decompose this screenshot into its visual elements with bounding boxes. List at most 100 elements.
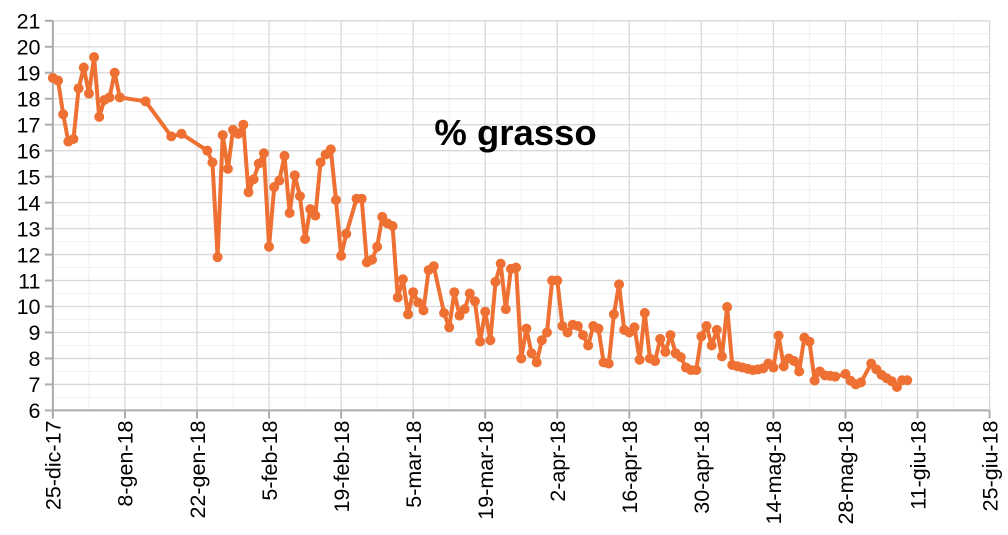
y-axis-label: 17 — [17, 113, 41, 137]
data-point-marker — [114, 92, 125, 103]
data-point-marker — [778, 361, 789, 372]
y-axis-label: 19 — [17, 61, 41, 85]
x-axis-label: 30-apr-18 — [690, 420, 714, 513]
data-point-marker — [372, 241, 383, 252]
data-point-marker — [330, 195, 341, 206]
x-axis-label: 25-dic-17 — [42, 421, 66, 511]
data-point-marker — [711, 324, 722, 335]
data-point-marker — [634, 354, 645, 365]
data-point-marker — [444, 322, 455, 333]
data-point-marker — [243, 187, 254, 198]
data-point-marker — [485, 335, 496, 346]
data-point-marker — [459, 304, 470, 315]
data-point-marker — [691, 365, 702, 376]
data-point-marker — [233, 128, 244, 139]
y-axis-label: 13 — [17, 217, 41, 241]
data-point-marker — [289, 170, 300, 181]
y-axis-label: 9 — [29, 321, 41, 345]
y-axis-label: 20 — [17, 36, 41, 60]
y-axis-label: 15 — [17, 165, 41, 189]
data-point-marker — [207, 157, 218, 168]
data-point-marker — [614, 279, 625, 290]
data-point-marker — [300, 233, 311, 244]
y-axis-label: 8 — [29, 347, 41, 371]
data-point-marker — [603, 358, 614, 369]
data-point-marker — [809, 375, 820, 386]
data-point-marker — [341, 228, 352, 239]
data-point-marker — [356, 193, 367, 204]
data-point-marker — [336, 250, 347, 261]
data-point-marker — [279, 150, 290, 161]
minor-gridlines — [52, 20, 990, 411]
chart-title: % grasso — [434, 112, 596, 153]
data-point-marker — [68, 133, 79, 144]
data-point-marker — [696, 331, 707, 342]
y-axis-label: 14 — [17, 191, 41, 215]
data-point-marker — [238, 119, 249, 130]
data-point-marker — [650, 356, 661, 367]
data-point-marker — [449, 287, 460, 298]
data-point-marker — [109, 67, 120, 78]
data-point-marker — [639, 308, 650, 318]
data-point-marker — [83, 88, 94, 99]
x-axis-label: 14-mag-18 — [762, 420, 786, 524]
data-point-marker — [768, 362, 779, 373]
data-point-marker — [176, 128, 187, 139]
data-point-marker — [53, 75, 64, 86]
data-point-marker — [675, 352, 686, 363]
data-point-marker — [73, 83, 84, 94]
data-point-marker — [495, 258, 506, 269]
data-point-marker — [716, 351, 727, 362]
data-point-marker — [475, 336, 486, 347]
data-point-marker — [526, 348, 537, 359]
x-axis-label: 8-gen-18 — [114, 420, 138, 506]
axes — [44, 19, 991, 419]
data-point-marker — [552, 275, 563, 286]
y-axis-label: 6 — [29, 399, 41, 423]
x-axis-label: 16-apr-18 — [618, 420, 642, 513]
data-point-marker — [608, 309, 619, 320]
data-point-marker — [202, 145, 213, 156]
data-point-marker — [480, 306, 491, 317]
data-point-marker — [855, 377, 866, 388]
data-point-marker — [464, 288, 475, 299]
data-point-marker — [490, 276, 501, 287]
data-point-marker — [284, 208, 295, 218]
data-point-marker — [264, 241, 275, 252]
data-point-marker — [789, 356, 800, 367]
data-point-marker — [258, 148, 269, 159]
x-axis-label: 2-apr-18 — [546, 420, 570, 501]
data-series — [47, 52, 913, 393]
data-point-marker — [418, 305, 429, 316]
y-axis-label: 16 — [17, 139, 41, 163]
data-point-marker — [531, 357, 542, 368]
data-point-marker — [89, 52, 100, 63]
data-point-marker — [500, 304, 511, 315]
data-point-marker — [665, 330, 676, 341]
data-point-marker — [629, 322, 640, 333]
data-point-marker — [166, 131, 177, 142]
y-axis-label: 12 — [17, 243, 41, 267]
data-point-marker — [655, 333, 666, 344]
data-point-marker — [840, 369, 851, 380]
x-axis-label: 19-mar-18 — [474, 420, 498, 519]
data-point-marker — [722, 302, 733, 313]
x-axis-label: 19-feb-18 — [330, 420, 354, 512]
data-point-marker — [104, 92, 115, 103]
data-point-marker — [274, 175, 285, 186]
data-point-marker — [397, 274, 408, 285]
data-point-marker — [222, 163, 233, 174]
x-axis-label: 11-giu-18 — [906, 420, 930, 509]
y-axis-label: 7 — [29, 373, 41, 397]
data-point-marker — [593, 323, 604, 334]
data-point-marker — [428, 261, 439, 272]
data-point-marker — [516, 353, 527, 364]
data-point-marker — [408, 287, 419, 298]
y-axis-label: 21 — [17, 10, 41, 34]
data-point-marker — [403, 309, 414, 320]
data-point-marker — [902, 375, 913, 386]
x-axis-label: 5-feb-18 — [258, 420, 282, 500]
